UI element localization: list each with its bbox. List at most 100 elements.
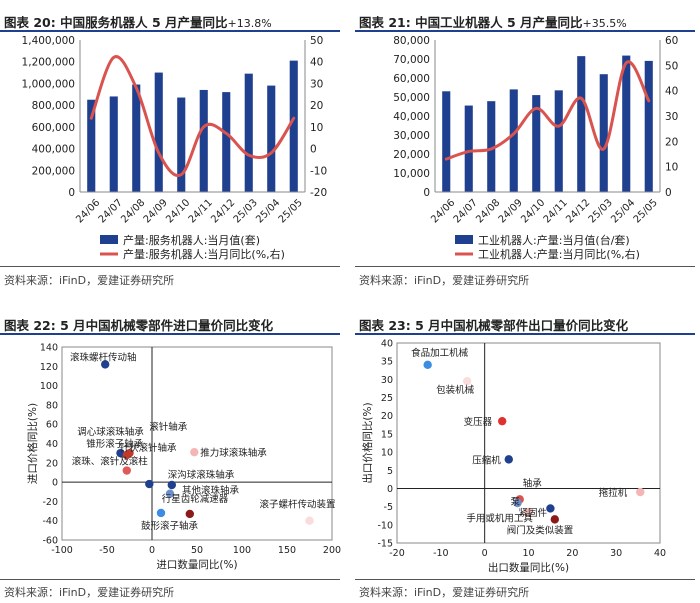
x-tick-label: 40: [654, 548, 666, 559]
scatter-point: [185, 509, 194, 519]
scatter-point: [524, 507, 533, 517]
point-label: 其他滚珠轴承: [182, 485, 240, 497]
scatter-point: [145, 479, 154, 489]
bar: [267, 85, 276, 192]
point-label: 滚珠、滚针及滚柱: [72, 456, 149, 468]
point-label: 泵: [511, 497, 521, 508]
x-tick-label: 25/05: [632, 197, 660, 225]
figure-label: 图表 21:: [359, 15, 411, 30]
point-label: 拖拉机: [599, 487, 628, 499]
chart-title-text: 5 月中国机械零部件出口量价同比变化: [415, 318, 629, 333]
x-tick-label: 24/07: [97, 197, 125, 225]
scatter-point: [504, 455, 513, 464]
y-tick-label: 120: [40, 362, 58, 373]
y-tick-label: 0: [52, 478, 58, 489]
point-label: 变压器: [464, 416, 493, 428]
scatter-point: [101, 360, 110, 369]
bar: [87, 99, 96, 192]
y-tick-label-left: 1,400,000: [22, 35, 75, 47]
y-tick-label: -10: [377, 520, 393, 531]
scatter-point: [498, 416, 507, 426]
y-tick-label-right: -20: [310, 187, 327, 199]
scatter-point: [550, 515, 559, 524]
chart-title-suffix: +35.5%: [582, 17, 627, 30]
x-tick-label: -20: [389, 548, 405, 559]
y-tick-label: 60: [46, 420, 58, 431]
point-label: 针状滚针轴承: [120, 442, 178, 454]
point-label: 滚针轴承: [149, 421, 188, 433]
y-tick-label-right: 50: [665, 60, 678, 72]
scatter-point: [116, 448, 125, 458]
y-tick-label-right: 30: [310, 78, 323, 90]
x-tick-label: -50: [99, 545, 115, 556]
source-text: 资料来源：iFinD，爱建证券研究所: [4, 274, 175, 287]
x-tick-label: 24/10: [519, 197, 547, 225]
series-line: [444, 60, 651, 161]
y-tick-label-right: 60: [665, 35, 678, 47]
chart-title: 图表 20: 中国服务机器人 5 月产量同比+13.8%: [4, 12, 272, 31]
scatter-point: [546, 504, 555, 513]
x-tick-label: 25/04: [609, 197, 637, 225]
y-tick-label-left: 60,000: [393, 73, 430, 85]
x-tick-label: 24/11: [542, 197, 570, 225]
chart-fig23: -20 -10 0 10 20 30 40 -15 -10 -5 0 5 10 15 20 25 30 35 40 出…: [361, 339, 666, 575]
x-tick-label: 10: [522, 548, 534, 559]
bar: [199, 89, 208, 192]
point-label: 手用或机用工具: [466, 512, 533, 524]
point-label: 包装机械: [436, 384, 475, 396]
title-rule: [355, 30, 695, 32]
x-tick-label: 50: [191, 545, 203, 556]
scatter-point: [636, 487, 645, 497]
y-tick-label: 40: [46, 439, 58, 450]
x-tick-label: 25/03: [587, 197, 615, 225]
y-tick-label-right: -10: [310, 165, 327, 177]
x-tick-label: 0: [482, 548, 488, 559]
x-tick-label: 24/09: [497, 197, 525, 225]
scatter-point: [190, 447, 199, 457]
scatter-point: [423, 360, 432, 370]
x-tick-label: 100: [233, 545, 251, 556]
chart-fig21: 0 10,000 20,000 30,000 40,000 50,000 60,000 70,…: [393, 35, 678, 261]
bar: [487, 101, 496, 192]
y-tick-label-left: 800,000: [32, 100, 75, 112]
y-tick-label: 40: [381, 339, 393, 350]
y-tick-label: 30: [381, 375, 393, 386]
chart-title: 图表 21: 中国工业机器人 5 月产量同比+35.5%: [359, 12, 627, 31]
source-rule: [0, 266, 340, 267]
bar: [244, 73, 253, 192]
y-tick-label: -40: [42, 516, 58, 527]
x-tick-label: 150: [278, 545, 296, 556]
scatter-point: [156, 508, 166, 518]
point-label: 食品加工机械: [411, 347, 469, 359]
figure-label: 图表 23:: [359, 318, 411, 333]
x-tick-label: 20: [566, 548, 578, 559]
y-tick-label-left: 600,000: [32, 122, 75, 134]
source-rule: [355, 579, 695, 580]
y-tick-label-left: 1,200,000: [22, 57, 75, 69]
y-tick-label-left: 30,000: [393, 130, 430, 142]
point-label: 调心球滚珠轴承: [77, 426, 144, 438]
x-tick-label: 24/09: [142, 197, 170, 225]
chart-fig20: 0 200,000 400,000 600,000 800,000 1,000,000 1,…: [22, 35, 328, 261]
point-label: 锥形滚子轴承: [86, 438, 144, 450]
y-tick-label-right: 10: [665, 162, 678, 174]
panel-fig21: 图表 21: 中国工业机器人 5 月产量同比+35.5% 0 10,000 20,0…: [355, 0, 700, 290]
x-tick-label: 24/06: [429, 197, 457, 225]
bar: [599, 74, 608, 192]
y-tick-label: 80: [46, 400, 58, 411]
panel-fig20: 图表 20: 中国服务机器人 5 月产量同比+13.8% 0 200,000 400…: [0, 0, 345, 290]
y-tick-label-left: 400,000: [32, 144, 75, 156]
x-tick-label: 25/04: [254, 197, 282, 225]
x-tick-label: -100: [51, 545, 73, 556]
point-label: 滚子螺杆传动装置: [259, 499, 335, 511]
point-label: 深沟球滚珠轴承: [168, 469, 235, 481]
y-tick-label-left: 20,000: [393, 149, 430, 161]
chart-title: 图表 22: 5 月中国机械零部件进口量价同比变化: [4, 315, 273, 334]
legend-bar-label: 产量:服务机器人:当月值(套): [123, 233, 260, 247]
source-rule: [0, 579, 340, 580]
title-rule: [0, 333, 340, 335]
y-tick-label: -20: [42, 497, 58, 508]
bar: [109, 96, 118, 192]
point-label: 轴承: [523, 477, 543, 489]
source-rule: [355, 266, 695, 267]
